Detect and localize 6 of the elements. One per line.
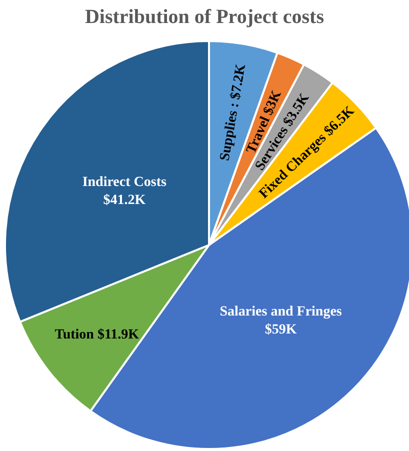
slice-label: Salaries and Fringes	[220, 304, 342, 320]
data-label: $59K	[264, 322, 297, 338]
data-label: $41.2K	[103, 193, 146, 208]
slice-label: Indirect Costs	[82, 175, 167, 190]
chart-title: Distribution of Project costs	[84, 5, 326, 30]
slice-label: Tution $11.9K	[54, 328, 140, 343]
